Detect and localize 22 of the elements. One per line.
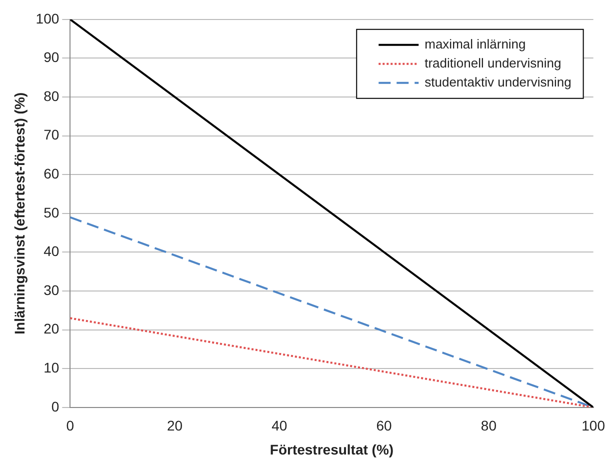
x-tick-label: 20 (167, 418, 183, 434)
y-tick-label: 30 (44, 282, 60, 298)
x-tick-label: 100 (582, 418, 606, 434)
y-tick-label: 20 (44, 320, 60, 337)
y-tick-label: 50 (44, 204, 60, 220)
y-tick-label: 100 (36, 10, 60, 26)
x-tick-label: 40 (272, 418, 288, 434)
legend-label: traditionell undervisning (424, 55, 562, 70)
y-tick-label: 10 (44, 359, 60, 376)
y-axis-title: Inlärningsvinst (eftertest-förtest) (%) (11, 92, 28, 334)
y-tick-label: 40 (44, 243, 60, 260)
x-tick-label: 60 (376, 418, 392, 434)
x-tick-label: 80 (480, 418, 497, 434)
x-axis-title: Förtestresultat (%) (270, 441, 394, 458)
legend-label: maximal inlärning (424, 36, 526, 52)
y-tick-label: 70 (44, 126, 60, 143)
legend-label: studentaktiv undervisning (424, 74, 572, 90)
x-tick-label: 0 (66, 418, 74, 434)
y-tick-label: 60 (44, 165, 60, 182)
y-tick-label: 80 (44, 88, 60, 104)
y-tick-label: 90 (44, 49, 60, 66)
y-tick-label: 0 (51, 398, 60, 414)
